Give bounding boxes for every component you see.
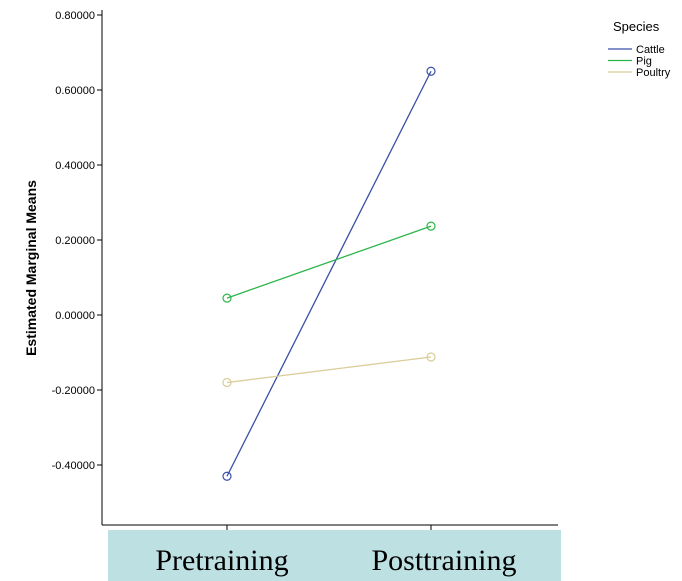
y-ticks: 0.80000 0.60000 0.40000 0.20000 0.00000 -0.20…	[52, 10, 102, 472]
series-layer	[222, 66, 436, 481]
data-point-cattle	[426, 66, 436, 76]
data-point-pig	[426, 221, 436, 231]
category-band	[108, 530, 561, 581]
legend-label-poultry: Poultry	[636, 67, 671, 79]
data-point-poultry	[222, 377, 232, 388]
series-line-pig	[226, 225, 432, 299]
y-tick-label: 0.60000	[55, 85, 95, 97]
y-tick-label: -0.20000	[52, 385, 95, 397]
y-tick-label: 0.00000	[55, 310, 95, 322]
legend-title: Species	[613, 19, 660, 34]
y-axis-title: Estimated Marginal Means	[23, 180, 39, 356]
y-tick-label: 0.20000	[55, 235, 95, 247]
data-point-pig	[222, 293, 232, 303]
data-point-cattle	[222, 471, 232, 481]
data-point-poultry	[426, 352, 436, 362]
y-tick-label: 0.40000	[55, 160, 95, 172]
category-label: Pretraining	[155, 544, 288, 577]
legend-label-cattle: Cattle	[636, 44, 665, 56]
y-tick-label: -0.40000	[52, 460, 95, 472]
legend-label-pig: Pig	[636, 56, 652, 68]
series-line-poultry	[226, 356, 432, 384]
y-tick-label: 0.80000	[55, 10, 95, 22]
series-line-cattle	[226, 70, 432, 477]
x-ticks	[226, 525, 432, 530]
category-labels: Pretraining Posttraining	[155, 544, 516, 577]
category-label: Posttraining	[371, 544, 516, 577]
